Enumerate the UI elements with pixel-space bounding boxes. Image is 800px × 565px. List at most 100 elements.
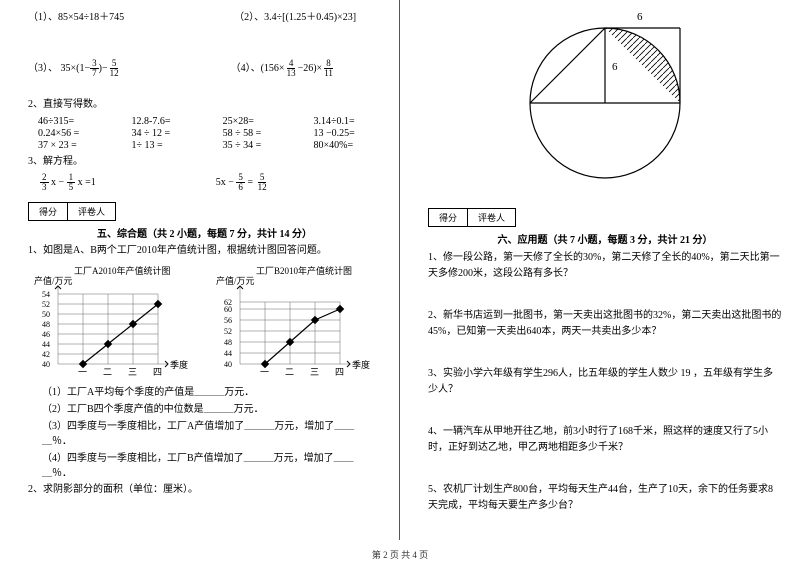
expr-3: （3）、 35×(1−37)−512 <box>28 59 121 78</box>
calc-cell: 37 × 23 = <box>38 140 105 151</box>
frac-1-5: 15 <box>67 173 76 192</box>
frac-4-13: 413 <box>285 59 298 78</box>
calc-cell: 25×28= <box>223 116 288 127</box>
calc-cell: 12.8-7.6= <box>131 116 196 127</box>
calc-grid: 46÷315= 12.8-7.6= 25×28= 3.14÷0.1= 0.24×… <box>38 116 381 151</box>
page-container: （1）、85×54÷18＋745 （2）、3.4÷[(1.25＋0.45)×23… <box>0 0 800 540</box>
reviewer-label: 评卷人 <box>68 202 116 221</box>
eq2-mid: = <box>245 177 256 188</box>
frac-8-11: 811 <box>322 59 335 78</box>
xtick: 四 <box>153 367 162 377</box>
eq2-pre: 5x − <box>216 177 237 188</box>
expr3-mid: )− <box>99 63 108 74</box>
xtick: 三 <box>128 367 137 377</box>
expr-2: （2）、3.4÷[(1.25＋0.45)×23] <box>234 8 356 23</box>
expr4-mid: −26)× <box>298 63 323 74</box>
frac-5-12b: 512 <box>256 173 269 192</box>
calc-cell: 34 ÷ 12 = <box>131 128 196 139</box>
eq1-mid: x − <box>49 177 67 188</box>
frac-3-7: 37 <box>90 59 99 78</box>
right-column: 6 6 得分 评卷人 六、应用题（共 7 小题，每题 3 分，共计 21 分） … <box>400 0 800 540</box>
chart-b-grid <box>240 286 350 364</box>
calc-cell: 3.14÷0.1= <box>314 116 381 127</box>
calc-cell: 1÷ 13 = <box>131 140 196 151</box>
chart-b: 工厂B2010年产值统计图 产值/万元 40 44 48 52 56 60 <box>210 264 370 379</box>
xtick: 一 <box>260 367 269 377</box>
charts-container: 工厂A2010年产值统计图 产值/万元 40 42 44 46 48 <box>28 264 381 379</box>
geometry-diagram: 6 6 <box>465 8 745 188</box>
top-label: 6 <box>637 11 643 23</box>
ytick: 40 <box>42 360 50 369</box>
chart-b-line <box>265 309 340 364</box>
chart-b-markers <box>261 305 344 368</box>
frac-2-3: 23 <box>40 173 49 192</box>
app-q1: 1、修一段公路，第一天修了全长的30%，第二天修了全长的40%，第二天比第一天多… <box>428 250 782 282</box>
section-5-title: 五、综合题（共 2 小题，每题 7 分，共计 14 分） <box>28 225 381 240</box>
expr-1: （1）、85×54÷18＋745 <box>28 8 124 23</box>
ytick: 56 <box>224 316 232 325</box>
app-q2: 2、新华书店运到一批图书，第一天卖出这批图书的32%，第二天卖出这批图书的45%… <box>428 308 782 340</box>
ytick: 54 <box>42 290 50 299</box>
chart-a-xlabel: 季度 <box>170 359 188 370</box>
sub-q3: （3）四季度与一季度相比，工厂A产值增加了＿＿＿万元，增加了＿＿＿％． <box>42 417 381 447</box>
ytick: 52 <box>42 300 50 309</box>
ytick: 48 <box>224 338 232 347</box>
calc-cell: 35 ÷ 34 = <box>223 140 288 151</box>
xtick: 二 <box>285 367 294 377</box>
ytick: 52 <box>224 327 232 336</box>
calc-cell: 80×40%= <box>314 140 381 151</box>
ytick: 62 <box>224 298 232 307</box>
xtick: 三 <box>310 367 319 377</box>
reviewer-label: 评卷人 <box>468 208 516 227</box>
expr3-pre: （3）、 35×(1− <box>28 63 90 74</box>
expr-4: （4）、(156×413−26)×811 <box>231 59 335 78</box>
ytick: 44 <box>224 349 232 358</box>
chart-a-ylabel: 产值/万元 <box>34 275 73 286</box>
ytick: 44 <box>42 340 50 349</box>
ytick: 42 <box>42 350 50 359</box>
c1-intro: 1、如图是A、B两个工厂2010年产值统计图，根据统计图回答问题。 <box>28 244 381 258</box>
expr4-pre: （4）、(156× <box>231 63 285 74</box>
score-label: 得分 <box>428 208 468 227</box>
eq-2: 5x − 56 = 512 <box>216 173 269 192</box>
app-q4: 4、一辆汽车从甲地开往乙地，前3小时行了168千米，照这样的速度又行了5小时，正… <box>428 424 782 456</box>
frac-5-6: 56 <box>236 173 245 192</box>
xtick: 一 <box>78 367 87 377</box>
calc-cell: 13 −0.25= <box>314 128 381 139</box>
app-q5: 5、农机厂计划生产800台，平均每天生产44台，生产了10天，余下的任务要求8天… <box>428 482 782 514</box>
c2-text: 2、求阴影部分的面积（单位：厘米）。 <box>28 483 381 497</box>
q2-heading: 2、直接写得数。 <box>28 98 381 112</box>
calc-cell: 0.24×56 = <box>38 128 105 139</box>
score-box-6: 得分 评卷人 <box>428 208 782 227</box>
chart-b-xlabel: 季度 <box>352 359 370 370</box>
q3-heading: 3、解方程。 <box>28 155 381 169</box>
score-box-5: 得分 评卷人 <box>28 202 381 221</box>
eq1-end: x =1 <box>75 177 96 188</box>
app-q3: 3、实验小学六年级有学生296人，比五年级的学生人数少 19 ，五年级有学生多少… <box>428 366 782 398</box>
page-footer: 第 2 页 共 4 页 <box>0 548 800 561</box>
ytick: 40 <box>224 360 232 369</box>
xtick: 二 <box>103 367 112 377</box>
chart-a-title: 工厂A2010年产值统计图 <box>74 265 171 276</box>
equations-row: 23 x − 15 x =1 5x − 56 = 512 <box>40 173 381 192</box>
sub-q2: （2）工厂B四个季度产值的中位数是＿＿＿万元． <box>42 400 381 415</box>
chart-a-grid <box>58 286 168 364</box>
sub-q4: （4）四季度与一季度相比，工厂B产值增加了＿＿＿万元，增加了＿＿＿％． <box>42 449 381 479</box>
chart-a: 工厂A2010年产值统计图 产值/万元 40 42 44 46 48 <box>28 264 188 379</box>
left-column: （1）、85×54÷18＋745 （2）、3.4÷[(1.25＋0.45)×23… <box>0 0 400 540</box>
ytick: 48 <box>42 320 50 329</box>
chart-b-title: 工厂B2010年产值统计图 <box>256 265 352 276</box>
score-label: 得分 <box>28 202 68 221</box>
xtick: 四 <box>335 367 344 377</box>
radius-label: 6 <box>612 61 618 73</box>
expression-row-1: （1）、85×54÷18＋745 （2）、3.4÷[(1.25＋0.45)×23… <box>28 8 381 23</box>
section-6-title: 六、应用题（共 7 小题，每题 3 分，共计 21 分） <box>428 231 782 246</box>
ytick: 46 <box>42 330 50 339</box>
frac-5-12: 512 <box>108 59 121 78</box>
eq-1: 23 x − 15 x =1 <box>40 173 96 192</box>
ytick: 50 <box>42 310 50 319</box>
calc-cell: 58 ÷ 58 = <box>223 128 288 139</box>
sub-q1: （1）工厂A平均每个季度的产值是＿＿＿万元． <box>42 383 381 398</box>
calc-cell: 46÷315= <box>38 116 105 127</box>
chart-b-ylabel: 产值/万元 <box>216 275 255 286</box>
